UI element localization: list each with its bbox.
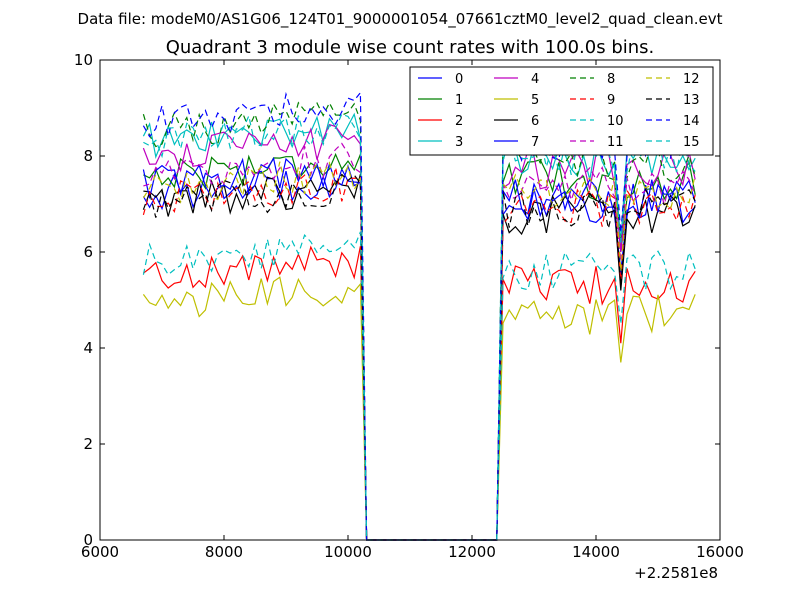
legend-label-11: 11	[607, 135, 624, 150]
y-tick-label: 8	[83, 147, 93, 165]
y-tick-label: 0	[83, 531, 93, 549]
legend-label-3: 3	[455, 135, 463, 150]
legend-label-10: 10	[607, 114, 624, 129]
series-line-2	[143, 245, 696, 541]
legend-label-5: 5	[531, 93, 539, 108]
plot-lines	[142, 91, 696, 541]
y-tick-label: 6	[83, 243, 93, 261]
y-tick-label: 10	[74, 51, 93, 69]
legend-label-13: 13	[683, 93, 700, 108]
series-line-13	[142, 173, 696, 541]
data-file-caption: Data file: modeM0/AS1G06_124T01_90000010…	[78, 10, 723, 29]
x-tick-label: 10000	[324, 543, 372, 561]
legend-label-4: 4	[531, 72, 539, 87]
series-line-14	[142, 91, 696, 541]
legend-label-14: 14	[683, 114, 700, 129]
legend-label-7: 7	[531, 135, 539, 150]
series-line-6	[143, 174, 696, 541]
legend-label-6: 6	[531, 114, 539, 129]
legend-label-8: 8	[607, 72, 615, 87]
chart-title: Quadrant 3 module wise count rates with …	[166, 37, 655, 58]
x-tick-label: 14000	[572, 543, 620, 561]
legend-label-2: 2	[455, 114, 463, 129]
series-line-11	[143, 142, 696, 541]
legend-label-0: 0	[455, 72, 463, 87]
x-tick-label: 12000	[448, 543, 496, 561]
y-tick-label: 2	[83, 435, 93, 453]
x-offset-label: +2.2581e8	[634, 564, 718, 582]
series-line-7	[142, 156, 696, 541]
legend-label-15: 15	[683, 135, 700, 150]
legend-label-1: 1	[455, 93, 463, 108]
x-tick-label: 8000	[205, 543, 243, 561]
series-line-12	[142, 161, 696, 541]
series-line-0	[142, 167, 696, 541]
series-line-9	[142, 167, 696, 541]
legend-frame	[409, 66, 714, 156]
y-tick-label: 4	[83, 339, 93, 357]
series-line-5	[142, 276, 696, 541]
x-tick-label: 6000	[81, 543, 119, 561]
plot-frame	[99, 59, 721, 541]
legend-label-12: 12	[683, 72, 700, 87]
x-tick-label: 16000	[696, 543, 744, 561]
legend-label-9: 9	[607, 93, 615, 108]
